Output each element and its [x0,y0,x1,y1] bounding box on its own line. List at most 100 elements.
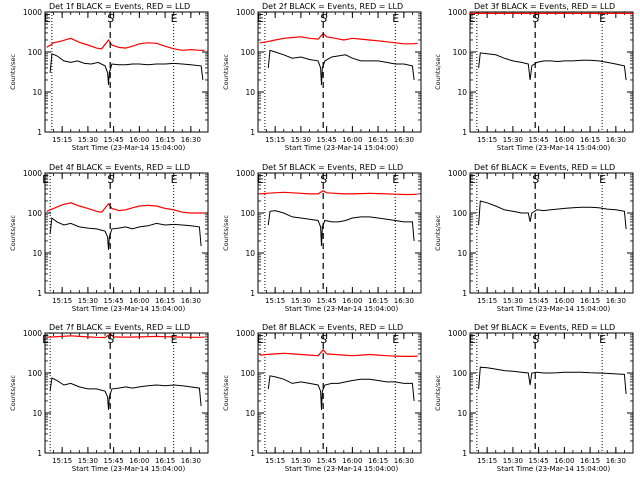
x-axis-label: Start Time (23-Mar-14 15:04:00) [497,305,611,313]
x-tick-label: 16:30 [394,136,414,144]
y-tick-label: 100 [453,48,468,57]
y-tick-label: 1000 [23,169,42,178]
y-tick-label: 1000 [23,329,42,338]
y-axis-label: Counts/sec [222,375,230,411]
x-tick-label: 15:45 [104,136,124,144]
x-tick-label: 16:30 [606,457,626,465]
y-tick-label: 1 [250,449,255,458]
e-marker-label: E [42,333,49,346]
lld-series-line [259,348,418,357]
panel-title: Det 3f BLACK = Events, RED = LLD [474,2,615,11]
y-tick-label: 10 [245,249,255,258]
x-tick-label: 15:30 [503,457,523,465]
s-marker-label: S [320,333,327,346]
y-tick-label: 10 [32,249,42,258]
y-axis-label: Counts/sec [434,215,442,251]
x-tick-label: 16:00 [554,457,574,465]
x-tick-label: 16:15 [155,457,175,465]
x-tick-label: 15:45 [317,297,337,305]
y-tick-label: 100 [241,369,256,378]
plot-frame [257,11,422,133]
x-tick-label: 15:15 [477,297,497,305]
x-tick-label: 15:30 [78,457,98,465]
e-marker-label: E [42,173,49,186]
y-tick-label: 10 [457,88,467,97]
y-tick-label: 1000 [448,329,467,338]
x-tick-label: 16:15 [580,297,600,305]
plot-frame [469,332,634,454]
y-tick-label: 100 [28,209,43,218]
y-tick-label: 100 [241,48,256,57]
panel-title: Det 1f BLACK = Events, RED = LLD [49,2,190,11]
x-tick-label: 16:15 [368,457,388,465]
e-marker-label: E [171,173,178,186]
x-axis-label: Start Time (23-Mar-14 15:04:00) [72,144,186,152]
e-marker-label: E [469,333,476,346]
e-marker-label: E [257,333,264,346]
x-tick-label: 15:30 [78,136,98,144]
x-tick-label: 16:30 [181,297,201,305]
detector-panel: Det 1f BLACK = Events, RED = LLD Counts/s… [9,2,209,152]
x-tick-label: 15:45 [317,136,337,144]
y-tick-label: 100 [28,369,43,378]
lld-series-line [46,202,205,214]
events-series-line [49,53,204,86]
e-marker-label: E [392,173,399,186]
e-marker-label: E [257,173,264,186]
e-marker-label: E [599,333,606,346]
y-tick-label: 100 [453,209,468,218]
s-marker-label: S [107,12,114,25]
y-tick-label: 1000 [236,169,255,178]
lld-series-line [46,37,205,51]
x-tick-label: 15:45 [104,297,124,305]
x-tick-label: 16:30 [394,297,414,305]
panel-title: Det 5f BLACK = Events, RED = LLD [262,163,403,172]
x-axis-label: Start Time (23-Mar-14 15:04:00) [497,465,611,473]
panel-title: Det 7f BLACK = Events, RED = LLD [49,323,190,332]
y-tick-label: 1000 [23,8,42,17]
s-marker-label: S [532,173,539,186]
s-marker-label: S [320,173,327,186]
x-tick-label: 16:15 [155,136,175,144]
plot-frame [469,172,634,294]
y-axis-label: Counts/sec [434,375,442,411]
x-tick-label: 15:15 [52,297,72,305]
y-tick-label: 1 [462,289,467,298]
events-series-line [267,210,415,247]
x-tick-label: 16:00 [554,297,574,305]
plot-frame [44,332,209,454]
plot-frame [44,11,209,133]
lld-series-line [259,32,418,45]
events-series-line [49,217,202,250]
x-tick-label: 15:15 [52,136,72,144]
y-tick-label: 1 [37,289,42,298]
y-tick-label: 1 [462,128,467,137]
s-marker-label: S [320,12,327,25]
x-tick-label: 15:30 [78,297,98,305]
y-tick-label: 10 [245,409,255,418]
e-marker-label: E [171,12,178,25]
y-tick-label: 1 [37,449,42,458]
y-axis-label: Counts/sec [9,54,17,90]
events-series-line [478,366,627,394]
detector-panel: Det 6f BLACK = Events, RED = LLD Counts/s… [434,163,634,313]
plot-frame [469,11,634,133]
y-tick-label: 10 [32,88,42,97]
detector-panel: Det 9f BLACK = Events, RED = LLD Counts/s… [434,323,634,473]
x-tick-label: 16:15 [155,297,175,305]
x-tick-label: 15:45 [529,457,549,465]
panel-title: Det 8f BLACK = Events, RED = LLD [262,323,403,332]
y-tick-label: 100 [28,48,43,57]
x-axis-label: Start Time (23-Mar-14 15:04:00) [72,305,186,313]
x-tick-label: 15:30 [291,297,311,305]
lld-series-line [259,189,418,196]
y-tick-label: 1 [462,449,467,458]
x-tick-label: 16:30 [606,297,626,305]
s-marker-label: S [532,12,539,25]
x-tick-label: 15:15 [265,136,285,144]
x-tick-label: 16:15 [368,297,388,305]
y-tick-label: 10 [245,88,255,97]
panel-title: Det 4f BLACK = Events, RED = LLD [49,163,190,172]
s-marker-label: S [532,333,539,346]
x-tick-label: 15:15 [265,457,285,465]
